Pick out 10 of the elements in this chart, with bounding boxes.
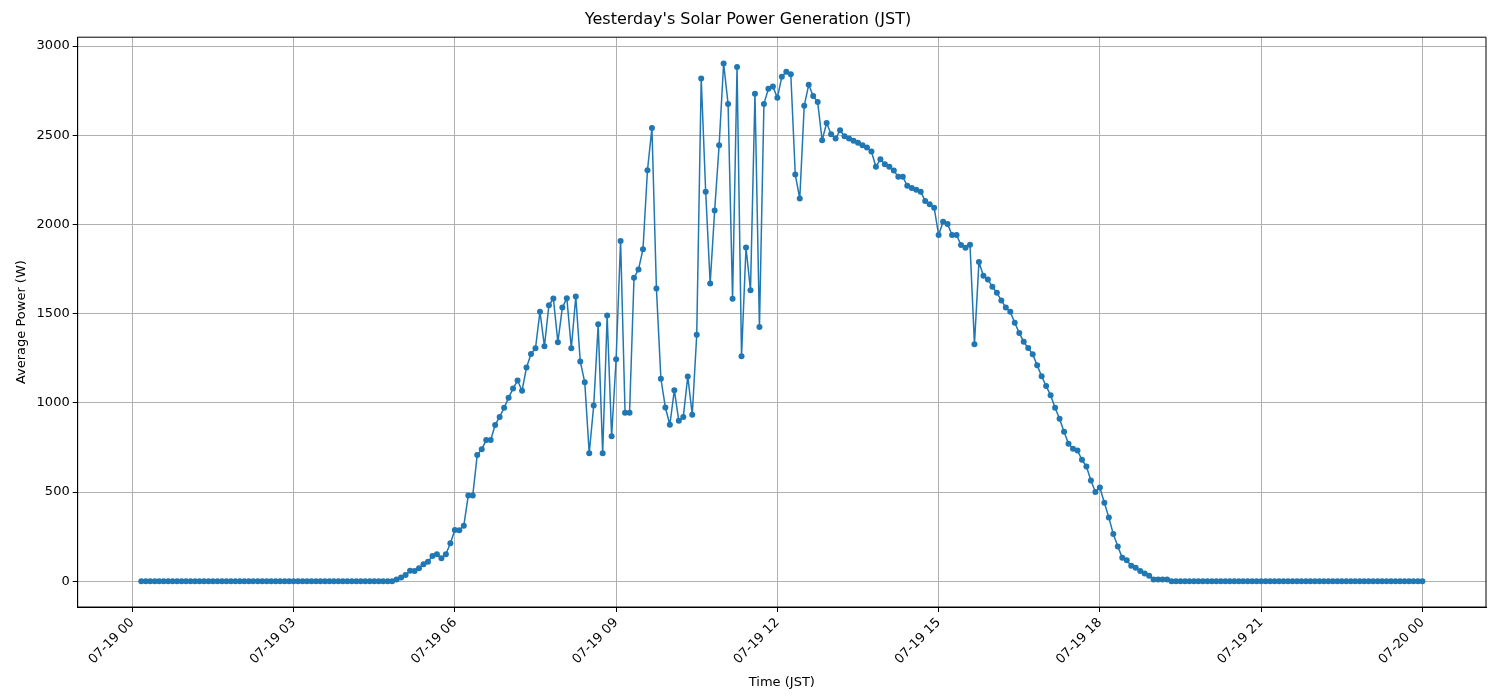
y-tick-label: 500 (44, 483, 70, 499)
y-tick-label: 0 (61, 572, 70, 588)
x-axis-title: Time (JST) (747, 673, 815, 689)
y-tick-label: 3000 (36, 37, 70, 53)
y-axis-title: Average Power (W) (13, 260, 29, 385)
y-tick-label: 2000 (36, 215, 70, 231)
y-tick-label: 2500 (36, 126, 70, 142)
chart-title: Yesterday's Solar Power Generation (JST) (583, 8, 912, 28)
y-tick-label: 1500 (36, 305, 70, 321)
y-tick-label: 1000 (36, 394, 70, 410)
